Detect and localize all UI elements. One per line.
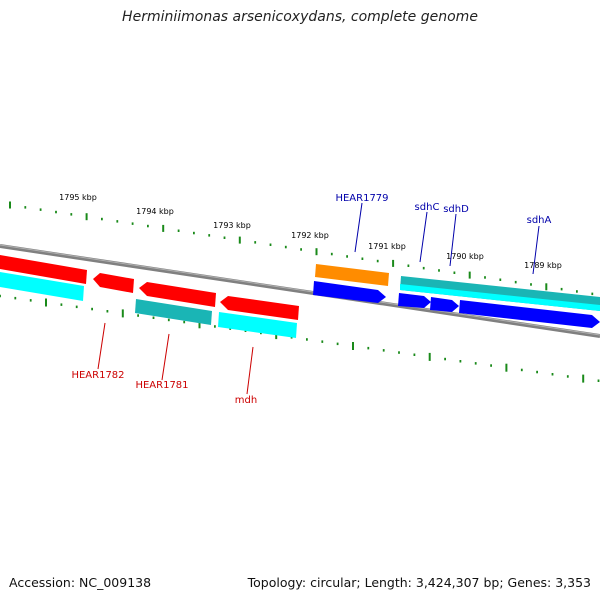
map-title: Herminiimonas arsenicoxydans, complete g…: [122, 9, 478, 25]
leader-hear1781: [161, 333, 170, 381]
accession-text: Accession: NC_009138: [9, 575, 152, 590]
gene-label-hear1782[interactable]: HEAR1782: [71, 370, 124, 381]
feature-hear1779-blue[interactable]: [313, 281, 386, 303]
ruler-label-1794: 1794 kbp: [136, 207, 174, 216]
ruler-ticks: [0, 201, 600, 383]
ruler-label-1789: 1789 kbp: [524, 261, 562, 270]
feature-sdhd-blue[interactable]: [430, 297, 459, 312]
gene-label-mdh[interactable]: mdh: [235, 395, 257, 406]
ruler-label-1792: 1792 kbp: [291, 231, 329, 240]
feature-red-2[interactable]: [93, 273, 134, 293]
ruler-label-1795: 1795 kbp: [59, 193, 97, 202]
genome-backbone: [0, 244, 600, 338]
gene-label-hear1779[interactable]: HEAR1779: [335, 193, 388, 204]
feature-mdh-red[interactable]: [220, 296, 299, 320]
leader-hear1782: [97, 322, 106, 370]
feature-hear1781-red[interactable]: [139, 282, 216, 307]
feature-red-1[interactable]: [0, 255, 87, 284]
gene-label-sdhc[interactable]: sdhC: [415, 202, 440, 213]
feature-sdha-blue[interactable]: [459, 300, 600, 328]
feature-cyan-1[interactable]: [0, 272, 84, 301]
ruler-label-1791: 1791 kbp: [368, 242, 406, 251]
leader-sdha: [532, 225, 540, 275]
leader-mdh: [246, 346, 254, 395]
feature-hear1779[interactable]: [315, 264, 389, 286]
gene-label-hear1781[interactable]: HEAR1781: [135, 380, 188, 391]
feature-sdhc-top-light: [400, 284, 600, 311]
feature-cyan-2[interactable]: [218, 312, 297, 338]
ruler-label-1790: 1790 kbp: [446, 252, 484, 261]
leader-hear1779: [354, 202, 363, 253]
ruler-label-1793: 1793 kbp: [213, 221, 251, 230]
backbone-highlight: [0, 244, 600, 336]
leader-sdhc: [419, 211, 428, 263]
gene-label-sdhd[interactable]: sdhD: [443, 204, 469, 215]
feature-teal-1[interactable]: [135, 299, 212, 325]
gene-label-sdha[interactable]: sdhA: [527, 215, 552, 226]
feature-sdhc-blue[interactable]: [398, 293, 431, 308]
topology-text: Topology: circular; Length: 3,424,307 bp…: [247, 575, 591, 590]
leader-sdhd: [449, 213, 457, 267]
